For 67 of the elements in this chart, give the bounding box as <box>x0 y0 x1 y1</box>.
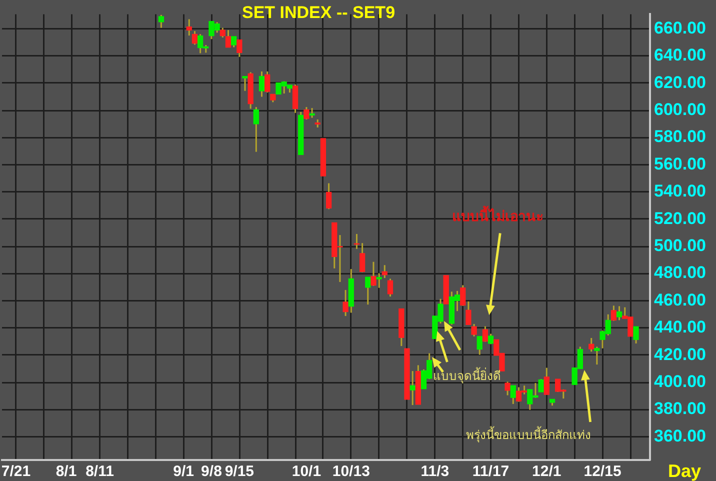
x-axis-title: Day <box>668 461 702 481</box>
candlestick <box>158 14 164 29</box>
candlestick <box>510 384 516 405</box>
y-tick-label: 460.00 <box>654 290 706 310</box>
x-tick-label: 11/3 <box>420 463 450 480</box>
candlestick <box>594 346 600 366</box>
x-tick-label: 9/15 <box>224 463 254 480</box>
x-tick-label: 10/1 <box>292 463 322 480</box>
x-tick-label: 12/15 <box>584 463 622 480</box>
candlestick <box>544 367 550 396</box>
candlestick <box>186 18 192 36</box>
chart-title: SET INDEX -- SET9 <box>242 3 396 22</box>
y-tick-label: 620.00 <box>654 72 706 92</box>
y-tick-label: 500.00 <box>654 236 706 256</box>
x-tick-label: 9/8 <box>201 463 222 480</box>
annotation: แบบจุดนี้ยิ่งดี <box>433 369 501 383</box>
candlestick <box>387 278 394 298</box>
candlestick <box>258 70 265 98</box>
candlestick <box>476 336 482 356</box>
candlestick <box>342 289 348 317</box>
x-tick-label: 8/11 <box>86 463 114 480</box>
y-tick-label: 580.00 <box>654 127 706 146</box>
y-tick-label: 520.00 <box>654 208 706 228</box>
x-tick-label: 12/1 <box>532 463 562 480</box>
candlestick <box>304 106 310 120</box>
y-tick-label: 360.00 <box>654 426 706 446</box>
x-tick-label: 10/13 <box>332 463 370 480</box>
x-tick-label: 7/21 <box>1 463 31 480</box>
y-tick-label: 540.00 <box>654 182 706 201</box>
candlestick <box>359 242 366 273</box>
candlestick <box>588 337 594 352</box>
candlestick <box>633 326 639 344</box>
annotation: พรุ่งนี้ขอแบบนี้อีกสักแท่ง <box>466 428 591 442</box>
y-tick-label: 480.00 <box>654 263 706 282</box>
candlestick <box>264 70 270 94</box>
candlestick <box>225 29 232 48</box>
candlestick <box>365 276 371 306</box>
y-tick-label: 640.00 <box>654 46 706 65</box>
y-tick-label: 420.00 <box>654 344 706 364</box>
x-tick-label: 9/1 <box>173 463 194 480</box>
candlestick <box>482 326 488 343</box>
candlestick <box>504 380 510 396</box>
y-tick-label: 560.00 <box>654 154 706 174</box>
candlestick <box>292 84 298 114</box>
y-tick-label: 600.00 <box>654 100 706 120</box>
candlestick <box>616 305 622 321</box>
annotation: แบบนี้ไม่เอานะ <box>452 208 544 224</box>
candlestick <box>253 106 259 153</box>
candlestick <box>192 30 198 46</box>
candlestick <box>370 261 376 287</box>
candlestick <box>460 284 466 307</box>
candlestick <box>220 27 226 38</box>
candlestick <box>231 36 237 48</box>
x-tick-label: 11/17 <box>472 463 510 480</box>
candlestick <box>538 378 544 393</box>
candlestick <box>242 76 248 92</box>
y-tick-label: 660.00 <box>654 18 706 38</box>
candlestick <box>236 39 242 58</box>
y-tick-label: 440.00 <box>654 318 706 337</box>
candlestick <box>326 182 332 210</box>
y-tick-label: 380.00 <box>654 399 706 418</box>
candlestick <box>376 272 382 289</box>
y-tick-label: 400.00 <box>654 372 706 392</box>
candlestick <box>610 304 617 322</box>
candlestick <box>410 370 416 406</box>
x-tick-label: 8/1 <box>56 463 77 480</box>
candlestick <box>309 107 315 119</box>
